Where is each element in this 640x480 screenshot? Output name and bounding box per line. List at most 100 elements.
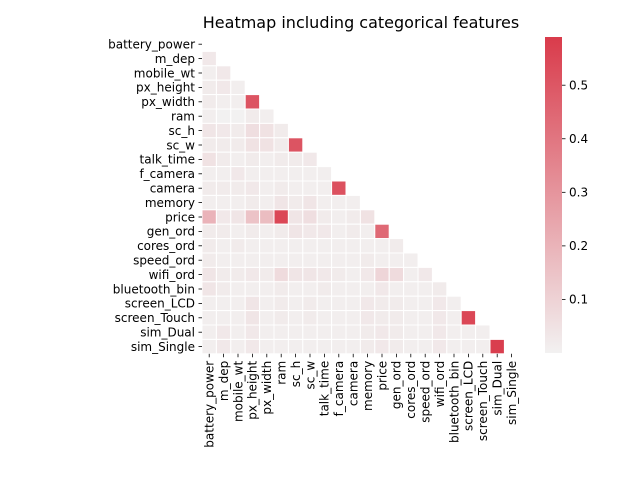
heatmap-cell <box>331 194 347 211</box>
heatmap-cell <box>259 209 275 225</box>
heatmap-cell <box>244 266 261 283</box>
heatmap-cell <box>230 252 246 268</box>
heatmap-cell <box>230 108 246 124</box>
heatmap-cell <box>273 137 289 153</box>
x-tick-label: speed_ord <box>419 361 433 423</box>
heatmap-cell <box>403 338 419 355</box>
heatmap-cell <box>331 310 347 326</box>
heatmap-cell <box>244 209 261 225</box>
heatmap-cell <box>302 310 318 326</box>
heatmap-cell <box>345 266 361 283</box>
heatmap-cell <box>215 166 232 182</box>
heatmap-cell <box>316 266 333 283</box>
heatmap-cell <box>201 209 217 225</box>
heatmap-cell <box>259 238 275 254</box>
y-tick-label: px_width <box>141 95 195 109</box>
heatmap-cell <box>374 338 390 355</box>
heatmap-cell <box>374 223 390 240</box>
y-tick-label: sc_h <box>169 124 195 138</box>
heatmap-cell <box>287 266 304 283</box>
heatmap-cell <box>345 310 361 326</box>
heatmap-cell <box>259 194 275 211</box>
x-tick-label: m_dep <box>217 361 231 401</box>
x-tick-labels: battery_power m_dep mobile_wt px_height px_w… <box>203 353 519 448</box>
heatmap-cell <box>345 338 361 355</box>
heatmap-cell <box>316 209 333 225</box>
heatmap-cell <box>201 324 217 340</box>
heatmap-cell <box>201 295 217 312</box>
y-tick-label: ram <box>171 110 195 124</box>
heatmap-cell <box>230 151 246 168</box>
heatmap-cell <box>446 295 462 312</box>
heatmap-cell <box>244 180 261 196</box>
heatmap-cell <box>259 223 275 240</box>
heatmap-cell <box>273 151 289 168</box>
heatmap-cell <box>316 310 333 326</box>
heatmap-cell <box>244 194 261 211</box>
x-tick-label: memory <box>361 361 375 411</box>
heatmap-cell <box>244 137 261 153</box>
heatmap-cell <box>287 338 304 355</box>
heatmap-cell <box>244 281 261 297</box>
heatmap-cell <box>302 238 318 254</box>
heatmap-cell <box>302 151 318 168</box>
heatmap-cell <box>259 166 275 182</box>
heatmap-cell <box>388 295 405 312</box>
heatmap-cell <box>460 324 477 340</box>
y-tick-label: wifi_ord <box>149 268 195 282</box>
heatmap-cell <box>403 324 419 340</box>
heatmap-cell <box>230 194 246 211</box>
heatmap-cell <box>215 79 232 96</box>
heatmap-cell <box>201 137 217 153</box>
heatmap-cell <box>331 209 347 225</box>
heatmap-cell <box>244 151 261 168</box>
y-tick-label: memory <box>145 196 195 210</box>
heatmap-cell <box>417 324 433 340</box>
heatmap-cell <box>331 338 347 355</box>
y-tick-label: talk_time <box>140 153 195 167</box>
heatmap-cell <box>331 266 347 283</box>
heatmap-cell <box>388 266 405 283</box>
y-tick-label: mobile_wt <box>134 66 196 80</box>
x-tick-label: wifi_ord <box>433 361 447 407</box>
heatmap-cell <box>431 295 448 312</box>
heatmap-cell <box>316 223 333 240</box>
heatmap-cell <box>287 238 304 254</box>
x-tick-label: bluetooth_bin <box>447 361 461 443</box>
heatmap-cell <box>273 338 289 355</box>
y-tick-label: sim_Single <box>131 340 195 354</box>
x-tick-label: sim_Single <box>505 361 519 425</box>
heatmap-cell <box>215 338 232 355</box>
y-tick-label: screen_LCD <box>125 297 195 311</box>
heatmap-cell <box>201 122 217 139</box>
colorbar-tick-label: 0.2 <box>569 239 588 253</box>
heatmap-cell <box>215 252 232 268</box>
heatmap-cell <box>359 252 376 268</box>
heatmap-cell <box>244 338 261 355</box>
heatmap-cell <box>359 310 376 326</box>
heatmap-cell <box>215 238 232 254</box>
heatmap-cell <box>331 295 347 312</box>
heatmap-cell <box>215 108 232 124</box>
heatmap-cell <box>287 151 304 168</box>
heatmap-cell <box>230 137 246 153</box>
heatmap-cell <box>215 223 232 240</box>
y-tick-label: speed_ord <box>133 254 195 268</box>
y-tick-label: px_height <box>136 81 195 95</box>
y-tick-labels: battery_powerm_depmobile_wtpx_heightpx_w… <box>108 38 202 354</box>
heatmap-cell <box>302 266 318 283</box>
heatmap-cell <box>215 122 232 139</box>
heatmap-cell <box>359 324 376 340</box>
heatmap-cell <box>403 310 419 326</box>
heatmap-cell <box>273 209 289 225</box>
heatmap-cell <box>374 310 390 326</box>
heatmap-cell <box>201 194 217 211</box>
heatmap-cell <box>230 223 246 240</box>
heatmap-cell <box>215 94 232 110</box>
heatmap-cell <box>259 324 275 340</box>
heatmap-cell <box>230 94 246 110</box>
heatmap-cell <box>244 166 261 182</box>
heatmap-cell <box>201 180 217 196</box>
heatmap-cell <box>230 238 246 254</box>
heatmap-cell <box>259 281 275 297</box>
